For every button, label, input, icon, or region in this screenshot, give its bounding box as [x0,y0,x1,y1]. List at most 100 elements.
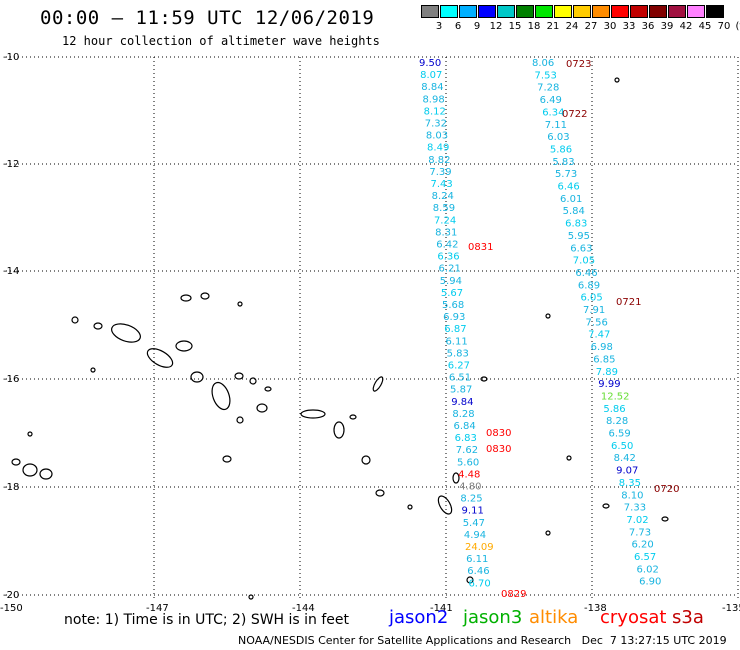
track-left-height: 8.03 [426,131,448,142]
island [256,403,268,413]
pass-time-label: 0720 [654,484,679,495]
legend-tick-label: 36 [641,21,655,32]
legend-s3a: s3a [672,607,704,628]
track-mid-height: 7.73 [629,527,651,538]
island [361,455,371,465]
track-left-height: 6.21 [439,264,461,275]
island [234,372,244,380]
island [71,316,79,324]
track-mid-height: 6.59 [609,429,631,440]
track-left-height: 4.80 [459,482,481,493]
x-axis-label: -144 [292,603,315,614]
map-title: 00:00 – 11:59 UTC 12/06/2019 [40,7,375,29]
track-mid-height: 7.33 [624,503,646,514]
track-mid-height: 6.34 [542,107,564,118]
legend-swatch [630,5,648,18]
track-left-height: 24.09 [465,542,494,553]
wave-height-labels: 9.508.078.848.988.12 7.328.038.498.827.39… [419,58,679,600]
track-mid-height: 6.46 [575,268,597,279]
track-left-height: 9.50 [419,58,441,69]
island [466,576,474,584]
island [211,381,231,411]
track-left-height: 6.83 [455,433,477,444]
track-mid-height: 6.50 [611,441,633,452]
legend-swatch [592,5,610,18]
legend-swatch [478,5,496,18]
legend-tick-label: 45 [698,21,712,32]
legend-swatch [554,5,572,18]
track-mid-height: 8.10 [621,490,643,501]
legend-tick-label: 70 [717,21,731,32]
track-left-height: 6.51 [449,373,471,384]
pass-time-label: 0831 [468,242,493,253]
island [200,292,210,300]
track-left-height: 5.87 [450,385,472,396]
track-left-height: 7.32 [425,119,447,130]
track-mid-height: 6.01 [560,194,582,205]
track-left-height: 7.43 [431,179,453,190]
island [222,455,232,463]
legend-swatch [611,5,629,18]
island [180,294,192,302]
track-left-height: 6.84 [454,421,476,432]
track-mid-height: 7.05 [573,256,595,267]
island [11,458,21,466]
legend-tick-label: 21 [546,21,560,32]
legend-swatch [573,5,591,18]
legend-tick-label: 24 [565,21,579,32]
legend-swatch [649,5,667,18]
track-left-height: 6.93 [443,312,465,323]
track-left-height: 8.84 [421,82,443,93]
legend-cryosat: cryosat [600,607,667,628]
pass-time-label: 0830 [486,428,511,439]
track-mid-height: 6.98 [591,342,613,353]
track-mid-height: 6.20 [631,540,653,551]
pass-time-label: 0722 [562,109,587,120]
pass-time-label: 0829 [501,589,526,600]
island [614,77,620,83]
legend-tick-label: 39 [660,21,674,32]
track-mid-height: 6.83 [565,219,587,230]
island [27,431,33,437]
track-mid-height: 7.47 [588,330,610,341]
track-mid-height: 5.83 [552,157,574,168]
island [566,455,572,461]
y-axis-label: -18 [3,482,19,493]
island [90,367,96,373]
island [236,416,244,424]
legend-tick-label: (ft) [735,21,740,32]
track-mid-height: 6.89 [578,280,600,291]
track-left-height: 6.36 [437,252,459,263]
pass-time-label: 0721 [616,297,641,308]
track-left-height: 5.94 [440,276,462,287]
track-left-height: 7.24 [434,215,456,226]
track-mid-height: 9.07 [616,466,638,477]
track-mid-height: 9.99 [598,379,620,390]
track-mid-height: 6.57 [634,552,656,563]
track-left-height: 8.59 [433,203,455,214]
legend-swatch [668,5,686,18]
island-outlines [11,77,669,600]
track-mid-height: 7.02 [626,515,648,526]
legend-swatch [421,5,439,18]
track-left-height: 4.94 [464,530,486,541]
track-left-height: 9.11 [462,506,484,517]
legend-tick-label: 3 [435,21,443,32]
track-mid-height: 8.28 [606,416,628,427]
x-axis-label: -141 [430,603,453,614]
map-subtitle: 12 hour collection of altimeter wave hei… [62,34,380,48]
track-mid-height: 7.28 [537,83,559,94]
track-mid-height: 5.86 [550,144,572,155]
track-left-height: 6.11 [466,554,488,565]
island [407,504,413,510]
island [661,516,669,522]
island [300,409,326,419]
legend-swatch [706,5,724,18]
track-mid-height: 8.06 [532,58,554,69]
island [480,376,488,382]
track-left-height: 7.39 [429,167,451,178]
track-left-height: 6.46 [467,566,489,577]
island [249,377,257,385]
island [437,495,453,515]
track-left-height: 6.87 [444,324,466,335]
